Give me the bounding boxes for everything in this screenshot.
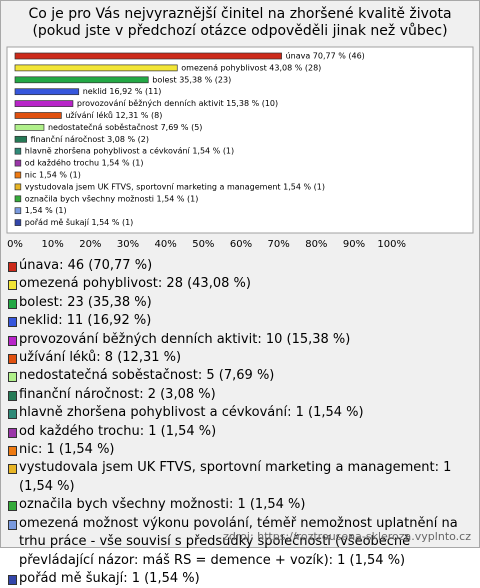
legend-swatch [8, 464, 17, 475]
x-tick-label: 100% [377, 239, 406, 250]
legend-swatch [8, 446, 17, 457]
value-label: od každého trochu 1,54 % (1) [25, 158, 144, 168]
legend-label: užívání léků: 8 (12,31 %) [19, 350, 182, 366]
value-label: označila bych všechny možnosti 1,54 % (1… [25, 193, 199, 203]
legend-label: označila bych všechny možnosti: 1 (1,54 … [19, 497, 306, 513]
legend-swatch [8, 280, 17, 291]
legend-label: nedostatečná soběstačnost: 5 (7,69 %) [19, 368, 275, 384]
bar [14, 76, 149, 84]
value-label: provozování běžných denních aktivit 15,3… [77, 99, 278, 108]
legend-item: od každého trochu: 1 (1,54 %) [7, 423, 471, 441]
x-tick-label: 60% [230, 239, 252, 250]
x-tick-label: 30% [117, 239, 139, 250]
x-tick-label: 20% [79, 239, 101, 250]
value-label: 1,54 % (1) [25, 206, 67, 215]
legend-item: užívání léků: 8 (12,31 %) [7, 349, 471, 367]
bar [14, 159, 22, 167]
legend-swatch [8, 427, 17, 438]
legend-label: omezená pohyblivost: 28 (43,08 %) [19, 276, 251, 292]
legend-label: neklid: 11 (16,92 %) [19, 313, 152, 329]
value-label: finanční náročnost 3,08 % (2) [31, 134, 149, 144]
source: zdroj: https://roztrousena-skleroza.vypl… [223, 530, 471, 543]
value-label: užívání léků 12,31 % (8) [65, 110, 162, 120]
legend-label: únava: 46 (70,77 %) [19, 258, 153, 273]
legend-label: pořád mě šukají: 1 (1,54 %) [19, 570, 200, 586]
legend-swatch [8, 298, 17, 309]
value-label: nic 1,54 % (1) [25, 171, 81, 180]
bar [14, 88, 80, 96]
legend-swatch [8, 262, 17, 272]
bar [14, 64, 178, 72]
legend-item: omezená pohyblivost: 28 (43,08 %) [7, 275, 471, 293]
bar [14, 183, 22, 191]
legend-item: neklid: 11 (16,92 %) [7, 312, 471, 330]
value-label: nedostatečná soběstačnost 7,69 % (5) [48, 122, 202, 132]
bar [14, 52, 282, 60]
legend-item: provozování běžných denních aktivit: 10 … [7, 331, 471, 349]
legend-swatch [8, 409, 17, 420]
x-tick-label: 40% [155, 239, 177, 250]
legend-item: bolest: 23 (35,38 %) [7, 294, 471, 312]
legend-swatch [8, 317, 17, 328]
bar [14, 112, 62, 119]
value-label: omezená pohyblivost 43,08 % (28) [181, 63, 321, 72]
legend-swatch [8, 574, 17, 585]
legend-item: vystudovala jsem UK FTVS, sportovní mark… [7, 459, 471, 496]
value-label: hlavně zhoršena pohyblivost a cévkování … [25, 146, 234, 156]
legend-swatch [8, 372, 17, 383]
value-label: neklid 16,92 % (11) [83, 87, 162, 96]
legend-label: hlavně zhoršena pohyblivost a cévkování:… [19, 405, 364, 421]
legend-label: vystudovala jsem UK FTVS, sportovní mark… [19, 460, 452, 494]
legend-label: bolest: 23 (35,38 %) [19, 294, 152, 310]
x-tick-label: 70% [268, 239, 290, 250]
legend-swatch [8, 519, 17, 530]
value-label: vystudovala jsem UK FTVS, sportovní mark… [25, 182, 325, 191]
legend-item: hlavně zhoršena pohyblivost a cévkování:… [7, 404, 471, 422]
bar [14, 219, 22, 226]
legend-swatch [8, 335, 17, 346]
bar [14, 195, 22, 203]
x-tick-label: 50% [192, 239, 214, 250]
legend-swatch [8, 501, 17, 512]
x-tick-label: 0% [7, 239, 23, 250]
bar [14, 124, 45, 131]
bar [14, 171, 22, 179]
x-tick-label: 80% [305, 239, 327, 250]
legend-item: označila bych všechny možnosti: 1 (1,54 … [7, 496, 471, 514]
bar [14, 100, 74, 107]
legend-swatch [8, 390, 17, 401]
legend-item: pořád mě šukají: 1 (1,54 %) [7, 570, 471, 588]
legend-label: finanční náročnost: 2 (3,08 %) [19, 386, 216, 402]
legend-item: nic: 1 (1,54 %) [7, 441, 471, 459]
value-label: únava 70,77 % (46) [286, 52, 365, 61]
legend-label: nic: 1 (1,54 %) [19, 442, 115, 458]
legend-item: finanční náročnost: 2 (3,08 %) [7, 386, 471, 404]
value-label: pořád mě šukají 1,54 % (1) [25, 217, 133, 227]
x-tick-label: 10% [42, 239, 64, 250]
legend-swatch [8, 354, 17, 365]
legend-item: nedostatečná soběstačnost: 5 (7,69 %) [7, 367, 471, 385]
legend-item: únava: 46 (70,77 %) [7, 257, 471, 275]
x-tick-label: 90% [343, 239, 365, 250]
chart: 0% 10% 20% 30% 40% 50% 60% 70% 80% 90% 100% únava 7… [6, 46, 474, 250]
value-label: bolest 35,38 % (23) [152, 75, 231, 84]
chart-title: Co je pro Vás nejvyraznější činitel na z… [28, 6, 452, 39]
legend-label: provozování běžných denních aktivit: 10 … [19, 331, 351, 347]
bar [14, 147, 22, 155]
legend-label: od každého trochu: 1 (1,54 %) [19, 423, 217, 439]
bar [14, 135, 27, 143]
legend: únava: 46 (70,77 %) omezená pohyblivost: … [7, 257, 471, 588]
bar [14, 207, 22, 215]
